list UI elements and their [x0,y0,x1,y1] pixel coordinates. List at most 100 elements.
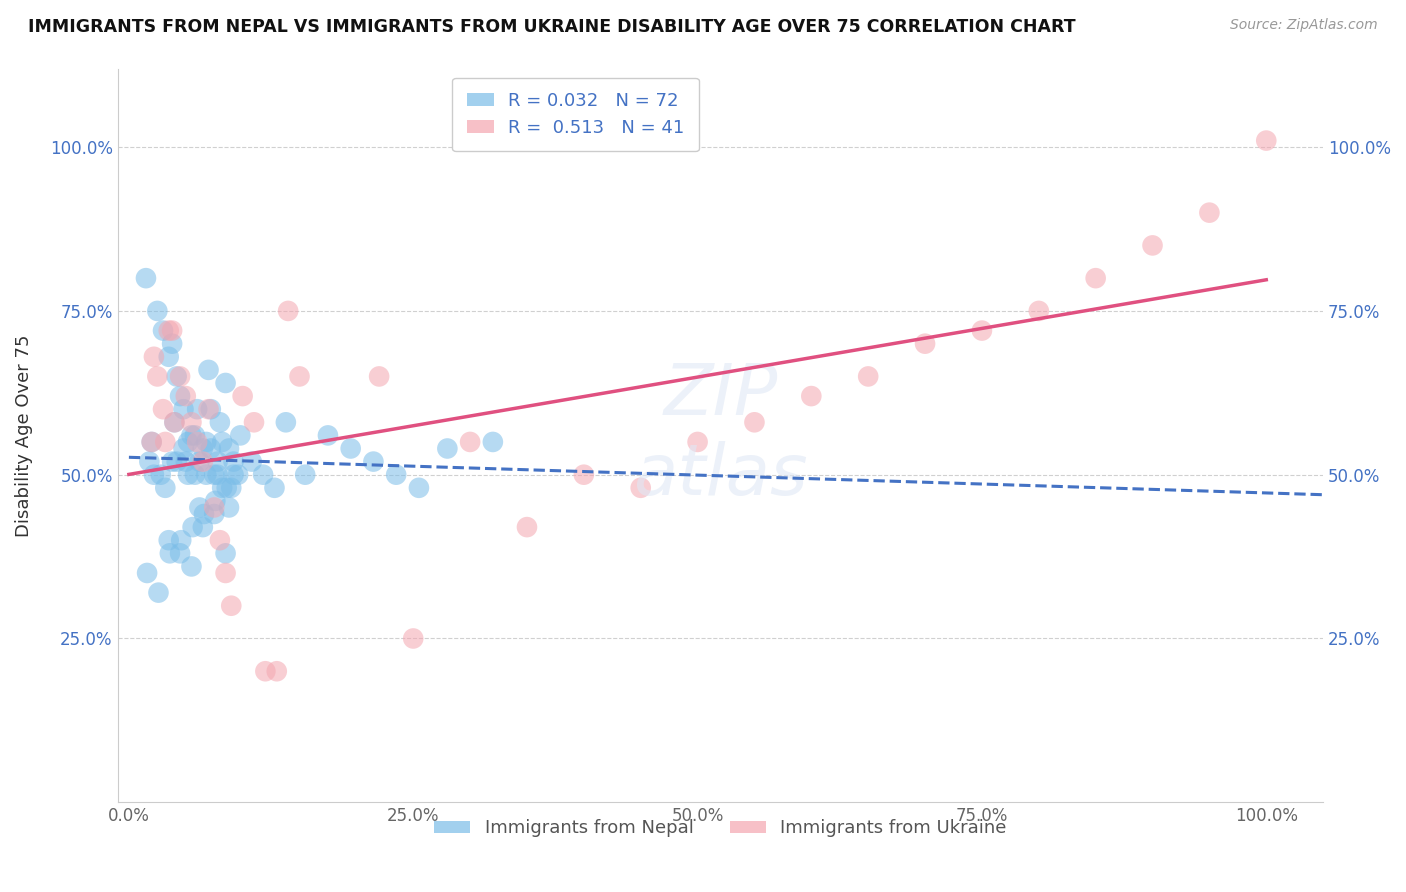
Point [152,324,174,338]
Point [232,389,254,403]
Point [200,442,222,456]
Point [200,402,222,417]
Point [219,599,242,613]
Point [363,454,385,468]
Point [254,665,277,679]
Point [970,324,993,338]
Point [180,415,202,429]
Point [294,467,316,482]
Point [226,467,249,482]
Point [173,442,195,456]
Point [1198,205,1220,219]
Text: Source: ZipAtlas.com: Source: ZipAtlas.com [1230,18,1378,32]
Point [856,369,879,384]
Point [186,402,208,417]
Point [207,454,229,468]
Point [1256,134,1278,148]
Point [186,434,208,449]
Point [274,415,297,429]
Point [141,434,163,449]
Point [166,369,188,384]
Point [744,415,766,429]
Point [173,402,195,417]
Point [141,434,163,449]
Point [174,389,197,403]
Text: IMMIGRANTS FROM NEPAL VS IMMIGRANTS FROM UKRAINE DISABILITY AGE OVER 75 CORRELAT: IMMIGRANTS FROM NEPAL VS IMMIGRANTS FROM… [28,18,1076,36]
Point [202,467,225,482]
Point [408,481,430,495]
Point [215,481,238,495]
Point [166,454,188,468]
Point [177,434,200,449]
Point [219,481,242,495]
Point [197,363,219,377]
Point [195,434,218,449]
Point [193,507,215,521]
Point [174,454,197,468]
Point [169,546,191,560]
Point [160,454,183,468]
Point [136,566,159,580]
Point [180,428,202,442]
Point [263,481,285,495]
Point [208,533,231,548]
Legend: Immigrants from Nepal, Immigrants from Ukraine: Immigrants from Nepal, Immigrants from U… [427,812,1014,845]
Point [184,467,207,482]
Point [458,434,481,449]
Point [188,500,211,515]
Point [149,467,172,482]
Point [195,467,218,482]
Point [214,376,236,390]
Point [572,467,595,482]
Point [160,324,183,338]
Point [402,632,425,646]
Point [157,350,180,364]
Point [222,454,245,468]
Y-axis label: Disability Age Over 75: Disability Age Over 75 [15,334,32,537]
Point [218,500,240,515]
Point [188,454,211,468]
Point [155,481,177,495]
Point [436,442,458,456]
Point [385,467,408,482]
Point [169,389,191,403]
Point [148,585,170,599]
Point [163,415,186,429]
Point [516,520,538,534]
Point [202,500,225,515]
Point [208,415,231,429]
Point [138,454,160,468]
Point [1142,238,1164,252]
Point [157,533,180,548]
Point [170,533,193,548]
Point [159,546,181,560]
Point [914,336,936,351]
Point [277,304,299,318]
Point [214,546,236,560]
Point [163,415,186,429]
Point [240,454,263,468]
Point [1084,271,1107,285]
Point [197,402,219,417]
Point [339,442,361,456]
Point [266,665,288,679]
Point [368,369,391,384]
Point [316,428,339,442]
Point [214,566,236,580]
Point [800,389,823,403]
Point [142,350,165,364]
Point [181,520,204,534]
Point [191,442,214,456]
Point [204,494,226,508]
Point [202,507,225,521]
Point [222,467,245,482]
Point [157,324,180,338]
Point [160,336,183,351]
Point [243,415,266,429]
Point [184,428,207,442]
Point [177,467,200,482]
Point [191,520,214,534]
Point [180,559,202,574]
Point [252,467,274,482]
Point [288,369,311,384]
